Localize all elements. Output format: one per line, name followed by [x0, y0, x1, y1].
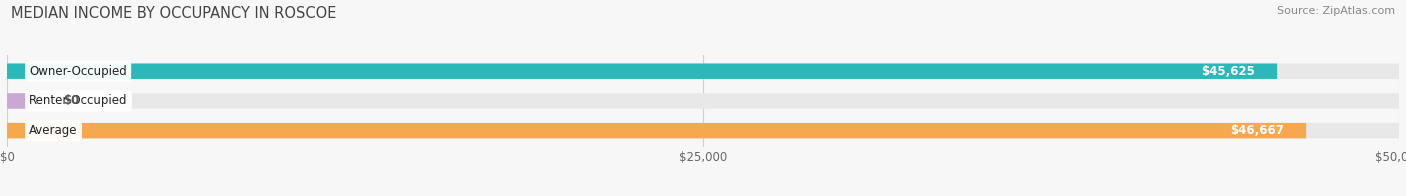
FancyBboxPatch shape	[7, 93, 1399, 109]
Text: $0: $0	[63, 94, 79, 107]
FancyBboxPatch shape	[7, 123, 1306, 138]
Text: $45,625: $45,625	[1201, 65, 1256, 78]
FancyBboxPatch shape	[7, 123, 1399, 138]
Text: Source: ZipAtlas.com: Source: ZipAtlas.com	[1277, 6, 1395, 16]
FancyBboxPatch shape	[7, 93, 46, 109]
FancyBboxPatch shape	[7, 64, 1399, 79]
FancyBboxPatch shape	[7, 64, 1277, 79]
Text: MEDIAN INCOME BY OCCUPANCY IN ROSCOE: MEDIAN INCOME BY OCCUPANCY IN ROSCOE	[11, 6, 336, 21]
Text: Renter-Occupied: Renter-Occupied	[30, 94, 128, 107]
Text: Average: Average	[30, 124, 77, 137]
Text: $46,667: $46,667	[1230, 124, 1284, 137]
Text: Owner-Occupied: Owner-Occupied	[30, 65, 127, 78]
